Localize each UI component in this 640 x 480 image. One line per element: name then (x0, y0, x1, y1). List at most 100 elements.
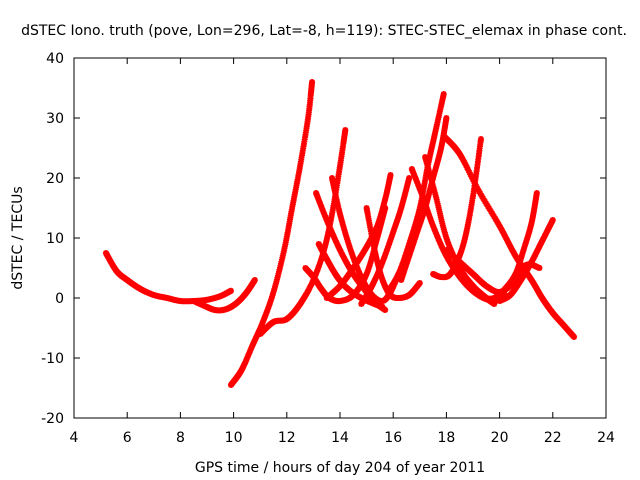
data-point (260, 319, 266, 325)
data-point (342, 127, 348, 133)
data-point (380, 259, 386, 265)
data-point (337, 247, 343, 253)
x-tick-label: 4 (70, 430, 79, 446)
data-point (177, 298, 183, 304)
data-point (380, 277, 386, 283)
data-point (502, 286, 508, 292)
data-point (228, 304, 234, 310)
data-point (212, 307, 218, 313)
data-point (244, 289, 250, 295)
data-point (481, 295, 487, 301)
data-point (372, 247, 378, 253)
data-point (364, 244, 370, 250)
data-point (350, 265, 356, 271)
chart-title: dSTEC Iono. truth (pove, Lon=296, Lat=-8… (21, 23, 627, 39)
data-point (369, 283, 375, 289)
data-point (529, 277, 535, 283)
x-axis-label: GPS time / hours of day 204 of year 2011 (195, 460, 485, 476)
series-20 (496, 217, 556, 304)
data-point (297, 163, 303, 169)
series-marker-trail (440, 133, 578, 340)
data-point (446, 272, 452, 278)
y-tick-label: 0 (55, 291, 64, 307)
data-point (497, 223, 503, 229)
y-tick-label: -20 (41, 411, 64, 427)
plot-series (102, 79, 578, 388)
data-point (236, 298, 242, 304)
data-point (374, 235, 380, 241)
data-point (271, 319, 276, 325)
data-point (550, 217, 556, 223)
data-point (114, 268, 120, 274)
x-tick-label: 14 (331, 430, 349, 446)
data-point (457, 259, 463, 265)
data-point (539, 238, 545, 244)
data-point (443, 115, 449, 121)
data-point (441, 133, 447, 139)
data-point (249, 343, 255, 349)
data-point (124, 277, 130, 283)
x-tick-label: 22 (544, 430, 562, 446)
data-point (337, 298, 343, 304)
data-point (151, 292, 157, 298)
data-point (281, 247, 287, 253)
data-point (289, 205, 295, 211)
data-point (529, 220, 535, 226)
data-point (324, 295, 330, 301)
data-point (324, 256, 330, 262)
data-point (388, 172, 394, 178)
data-point (417, 205, 423, 211)
data-point (309, 79, 315, 85)
data-point (302, 265, 308, 271)
data-point (239, 367, 245, 373)
data-point (529, 259, 535, 265)
series-1 (102, 250, 234, 305)
data-point (345, 286, 351, 292)
y-tick-label: 20 (46, 171, 64, 187)
data-point (406, 175, 412, 181)
data-point (422, 154, 428, 160)
data-point (396, 295, 402, 301)
data-point (316, 241, 322, 247)
data-point (438, 274, 444, 280)
data-point (374, 223, 380, 229)
y-tick-label: 10 (46, 231, 64, 247)
data-point (220, 307, 226, 313)
data-point (560, 322, 566, 328)
y-tick-label: -10 (41, 351, 64, 367)
data-point (419, 193, 425, 199)
data-point (539, 295, 545, 301)
data-point (204, 297, 210, 303)
data-point (441, 91, 447, 97)
data-point (374, 301, 380, 307)
data-point (491, 295, 497, 301)
series-marker-trail (227, 79, 316, 388)
x-tick-label: 24 (597, 430, 615, 446)
data-point (217, 293, 223, 299)
y-tick-label: 40 (46, 51, 64, 67)
y-axis-ticks: -20 -10 0 10 20 30 40 (41, 51, 606, 427)
data-point (284, 316, 290, 322)
data-point (329, 211, 335, 217)
data-point (398, 205, 404, 211)
data-point (138, 286, 143, 292)
data-point (364, 271, 370, 277)
data-point (305, 115, 311, 121)
data-point (385, 289, 391, 295)
data-point (337, 283, 343, 289)
x-tick-label: 8 (176, 430, 185, 446)
data-point (438, 145, 444, 151)
data-point (433, 193, 439, 199)
data-point (398, 277, 404, 283)
plot-frame (73, 57, 607, 419)
series-2 (190, 277, 258, 314)
data-point (537, 265, 542, 271)
data-point (382, 196, 388, 202)
data-point (310, 274, 316, 280)
data-point (470, 283, 476, 289)
data-point (324, 217, 330, 223)
data-point (518, 277, 524, 283)
data-point (430, 271, 436, 277)
data-point (358, 301, 364, 307)
data-point (443, 247, 449, 253)
